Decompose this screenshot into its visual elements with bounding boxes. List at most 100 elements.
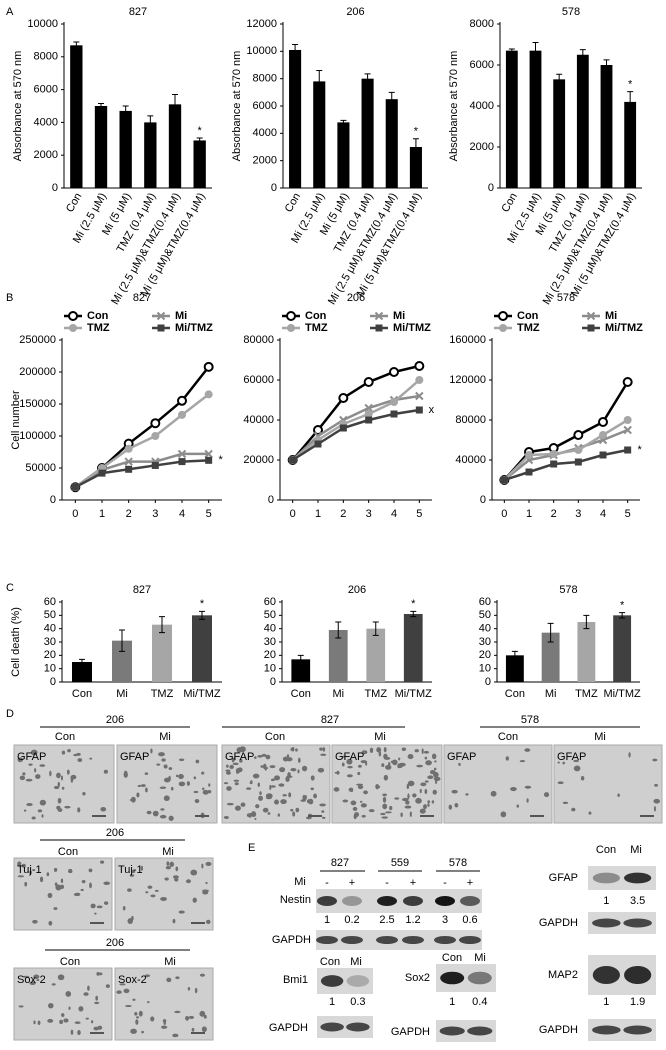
- condition-label: Con: [55, 731, 75, 743]
- cell: [178, 758, 185, 762]
- point: [574, 446, 583, 454]
- point: [599, 451, 607, 459]
- point: [157, 324, 165, 332]
- cell: [435, 778, 438, 785]
- cell: [265, 796, 272, 800]
- cell: [382, 793, 387, 797]
- annotation: *: [200, 598, 205, 610]
- annotation: *: [198, 125, 203, 137]
- cell: [47, 892, 53, 899]
- point: [390, 410, 398, 418]
- x-tick-label: 5: [416, 508, 422, 520]
- cell: [516, 804, 520, 808]
- cell: [192, 897, 197, 903]
- blot-band: [403, 896, 423, 906]
- quantification: 0.4: [472, 996, 487, 1008]
- series-line: [74, 393, 210, 489]
- cell: [319, 803, 326, 807]
- y-tick-label: 80000: [455, 414, 486, 426]
- point: [69, 324, 77, 332]
- error-bar: [619, 612, 626, 619]
- cell: [169, 861, 175, 867]
- cell: [341, 762, 345, 767]
- cell: [35, 774, 41, 780]
- x-tick-label: 3: [366, 508, 372, 520]
- y-axis-label: Cell death (%): [10, 607, 22, 677]
- quantification: 1: [603, 895, 609, 907]
- error-bar: [172, 94, 178, 115]
- cell: [273, 775, 280, 781]
- cell: [229, 764, 234, 770]
- series-line: [503, 381, 629, 481]
- cell: [236, 747, 243, 753]
- condition-label: Mi: [159, 731, 171, 743]
- cell: [429, 769, 436, 775]
- sign-label: +: [349, 877, 355, 889]
- point: [156, 311, 166, 321]
- cell: [524, 785, 532, 789]
- point: [623, 416, 632, 424]
- x-tick-label: 5: [625, 508, 631, 520]
- x-tick-label: 3: [152, 508, 158, 520]
- cell: [310, 787, 314, 791]
- cell: [510, 786, 517, 792]
- cell: [360, 803, 367, 808]
- blot-band: [342, 896, 362, 906]
- quantification: 1: [329, 996, 335, 1008]
- cell: [424, 756, 428, 760]
- cell: [290, 808, 294, 812]
- scale-bar: [90, 1032, 104, 1034]
- quantification: 1: [449, 996, 455, 1008]
- y-tick-label: 0: [480, 494, 486, 506]
- cell: [562, 801, 569, 805]
- x-tick-label: 4: [179, 508, 185, 520]
- blot-band: [346, 975, 370, 987]
- bar: [361, 78, 374, 188]
- cell: [226, 786, 232, 791]
- point: [573, 430, 584, 440]
- y-tick-label: 10: [264, 663, 276, 675]
- treatment-label: Mi: [294, 876, 306, 888]
- y-tick-label: 200000: [19, 366, 56, 378]
- cell: [254, 756, 257, 760]
- cell: [77, 807, 81, 813]
- cell: [134, 1011, 138, 1016]
- blot-band: [435, 896, 455, 906]
- blot-band: [623, 918, 652, 928]
- point: [124, 457, 133, 466]
- annotation: *: [219, 454, 224, 466]
- cell: [170, 786, 174, 791]
- cell: [77, 1030, 81, 1036]
- sign-label: +: [467, 877, 473, 889]
- annotation: *: [638, 444, 643, 456]
- image-group-title: 827: [321, 714, 339, 726]
- cell: [17, 757, 24, 763]
- protein-label: GAPDH: [539, 1024, 578, 1036]
- cell: [285, 757, 293, 762]
- bar: [144, 122, 157, 188]
- y-tick-label: 8000: [34, 51, 58, 63]
- cell: [85, 1017, 89, 1020]
- cell: [277, 813, 281, 817]
- error-bar: [196, 137, 203, 144]
- cell: [269, 765, 276, 769]
- bar: [624, 101, 637, 188]
- cell: [123, 988, 130, 994]
- x-tick-label: Mi/TMZ: [603, 688, 641, 700]
- cell: [208, 783, 211, 787]
- cell: [162, 1019, 167, 1023]
- y-tick-label: 0: [50, 494, 56, 506]
- y-tick-label: 250000: [19, 334, 56, 346]
- chart-title: 827: [129, 6, 147, 18]
- cell: [32, 750, 35, 753]
- point: [415, 391, 424, 401]
- x-tick-label: 0: [72, 508, 78, 520]
- cell: [60, 878, 64, 884]
- cell: [392, 759, 398, 766]
- cell: [103, 881, 111, 886]
- chart-title: 578: [557, 292, 575, 304]
- bar: [553, 79, 566, 188]
- cell: [186, 781, 190, 786]
- error-bar: [508, 48, 515, 53]
- y-axis-label: Absorbance at 570 nm: [231, 51, 243, 162]
